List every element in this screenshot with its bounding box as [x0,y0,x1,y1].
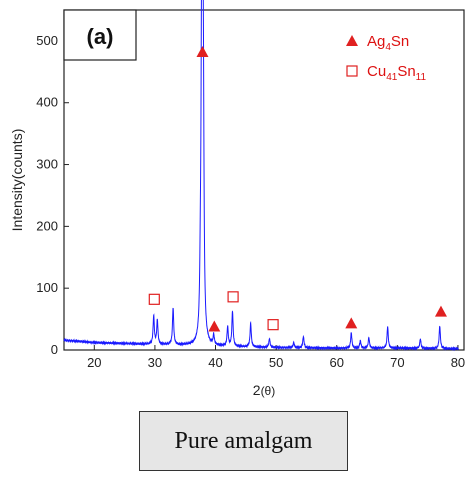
caption-box: Pure amalgam [139,411,348,471]
ag4sn-triangle-marker [345,317,358,329]
cu41sn11-square-marker [148,293,160,305]
x-tick-label: 40 [208,355,222,370]
caption-text: Pure amalgam [174,427,313,454]
y-axis-title: Intensity(counts) [9,129,25,232]
x-tick-label: 80 [451,355,465,370]
legend-label-ag4sn: Ag4Sn [367,33,409,53]
y-tick-label: 300 [36,157,58,172]
panel-label-box [63,9,137,61]
legend-square-marker [346,65,358,77]
x-tick-label: 20 [87,355,101,370]
ag4sn-triangle-marker [434,305,447,317]
cu41sn11-square-marker [267,319,279,331]
plot-frame [63,9,465,351]
x-tick-label: 70 [390,355,404,370]
y-tick-label: 0 [51,342,58,357]
x-tick-label: 30 [148,355,162,370]
xrd-chart: 20 30 40 50 60 70 80 0 100 200 300 400 500 (a) Ag4Sn… [9,0,465,398]
legend: Ag4Sn Cu41Sn11 [346,33,426,83]
y-tick-label: 200 [36,218,58,233]
y-tick-label: 500 [36,33,58,48]
ag4sn-triangle-marker [208,320,221,332]
intensity-curve [63,0,459,352]
cu41sn11-square-marker [227,291,239,303]
x-tick-label: 60 [329,355,343,370]
legend-label-cu41sn11: Cu41Sn11 [367,63,426,83]
y-tick-label: 400 [36,95,58,110]
panel-label: (a) [87,24,114,49]
ag4sn-triangle-marker [196,46,209,58]
legend-triangle-marker [346,35,358,46]
x-axis-title: 2(θ) [253,382,275,398]
y-tick-label: 100 [36,280,58,295]
x-tick-label: 50 [269,355,283,370]
